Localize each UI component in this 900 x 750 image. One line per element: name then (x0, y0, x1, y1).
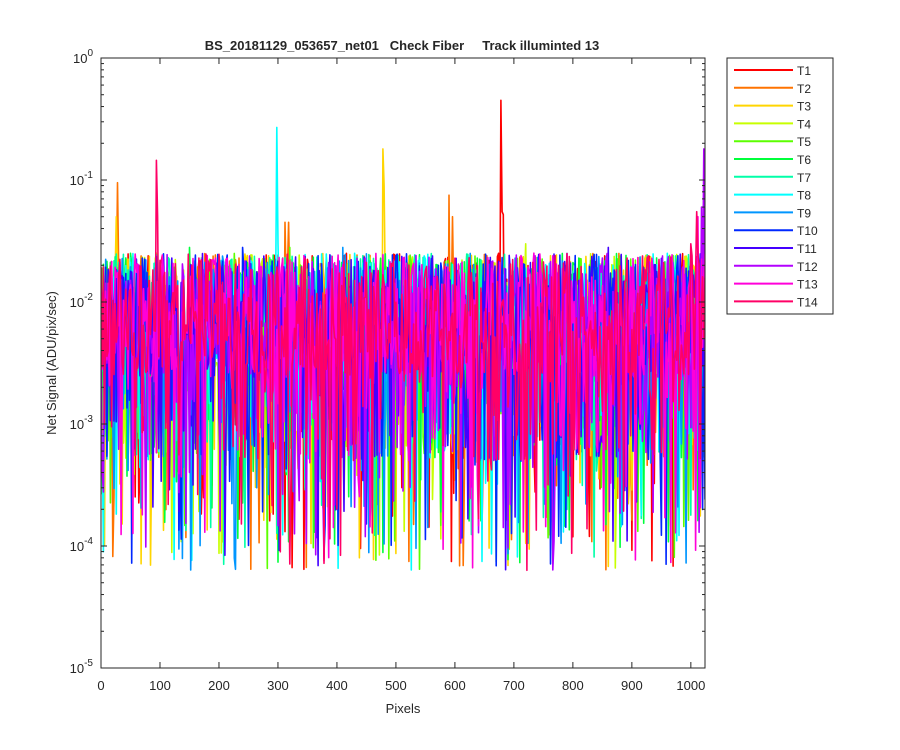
legend-label: T8 (797, 189, 811, 203)
legend-item-t1: T1 (734, 64, 811, 78)
chart-title: BS_20181129_053657_net01 Check Fiber Tra… (205, 38, 600, 53)
x-tick-label: 700 (503, 678, 525, 693)
legend-item-t4: T4 (734, 117, 811, 131)
legend-item-t5: T5 (734, 135, 811, 149)
axes-box (100, 57, 706, 669)
y-tick-label: 10-3 (70, 414, 94, 432)
legend-label: T14 (797, 295, 818, 309)
legend: T1 T2 T3 T4 T5 T6 T7 T8 T9 T10 T11 T12 T13 T14 (726, 57, 834, 315)
y-tick-label: 10-1 (70, 170, 94, 188)
legend-item-t11: T11 (734, 242, 817, 256)
legend-label: T6 (797, 153, 811, 167)
legend-item-t14: T14 (734, 295, 818, 309)
x-tick-label: 300 (267, 678, 289, 693)
legend-label: T11 (797, 242, 817, 256)
x-tick-label: 1000 (676, 678, 705, 693)
x-axis-label: Pixels (386, 701, 421, 716)
legend-item-t7: T7 (734, 171, 811, 185)
x-tick-label: 400 (326, 678, 348, 693)
y-axis-label: Net Signal (ADU/pix/sec) (44, 291, 59, 435)
x-tick-label: 100 (149, 678, 171, 693)
legend-item-t10: T10 (734, 224, 818, 238)
legend-item-t12: T12 (734, 260, 818, 274)
y-tick-label: 10-2 (70, 292, 94, 310)
x-tick-label: 500 (385, 678, 407, 693)
legend-label: T2 (797, 82, 811, 96)
x-tick-label: 200 (208, 678, 230, 693)
legend-box (726, 57, 834, 315)
legend-label: T12 (797, 260, 818, 274)
legend-item-t6: T6 (734, 153, 811, 167)
legend-label: T10 (797, 224, 818, 238)
legend-label: T13 (797, 278, 818, 292)
x-axis: 0 100 200 300 400 500 600 700 800 900 1000 (97, 58, 705, 693)
series-layer (101, 99, 705, 572)
legend-item-t13: T13 (734, 278, 818, 292)
x-tick-label: 0 (97, 678, 104, 693)
series-line-t14 (101, 159, 705, 572)
legend-label: T9 (797, 206, 811, 220)
legend-label: T3 (797, 100, 811, 114)
y-tick-label: 10-5 (70, 658, 94, 676)
x-tick-label: 800 (562, 678, 584, 693)
y-tick-label: 10-4 (70, 536, 94, 554)
legend-label: T5 (797, 135, 811, 149)
legend-items: T1 T2 T3 T4 T5 T6 T7 T8 T9 T10 T11 T12 T13 T14 (734, 64, 818, 309)
legend-item-t3: T3 (734, 100, 811, 114)
legend-label: T7 (797, 171, 811, 185)
legend-label: T1 (797, 64, 811, 78)
legend-label: T4 (797, 117, 811, 131)
x-tick-label: 900 (621, 678, 643, 693)
x-tick-label: 600 (444, 678, 466, 693)
legend-item-t2: T2 (734, 82, 811, 96)
y-axis: 100 10-1 10-2 10-3 10-4 10-5 (70, 48, 705, 676)
legend-item-t8: T8 (734, 189, 811, 203)
plot-area: 0 100 200 300 400 500 600 700 800 900 1000 100 10-1… (70, 48, 706, 693)
y-tick-label: 100 (73, 48, 93, 66)
legend-item-t9: T9 (734, 206, 811, 220)
